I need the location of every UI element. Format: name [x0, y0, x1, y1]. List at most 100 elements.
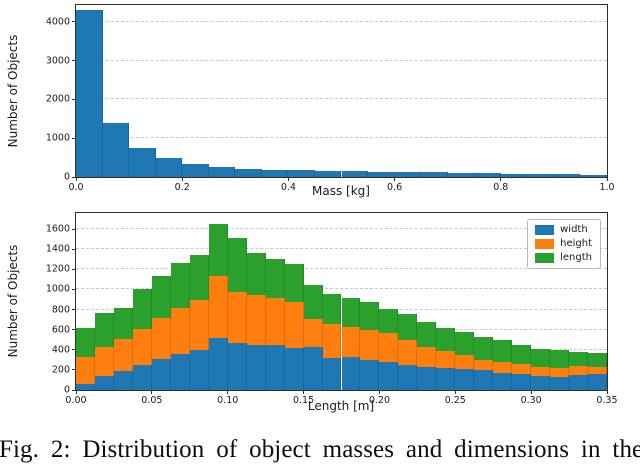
stacked-bar [531, 213, 551, 390]
gridline [76, 137, 607, 139]
bar-segment [379, 308, 399, 334]
bar-segment [94, 375, 114, 390]
bar-segment [436, 368, 456, 390]
x-tick-label: 0.00 [65, 395, 87, 406]
y-tick-mark [72, 349, 76, 351]
y-tick-label: 200 [51, 364, 70, 376]
gridline [76, 20, 607, 22]
y-tick-label: 600 [51, 324, 70, 336]
bar-segment [500, 173, 528, 177]
bar-segment [265, 258, 285, 298]
stacked-bar [493, 213, 513, 390]
x-tick-label: 0.35 [596, 395, 618, 406]
bar-segment [360, 359, 380, 390]
bar-segment [550, 376, 570, 390]
bar-segment [261, 169, 289, 177]
y-tick-mark [72, 268, 76, 270]
bar [341, 5, 369, 177]
bar-segment [341, 356, 361, 390]
bar-segment [512, 364, 532, 375]
legend-swatch-length-icon [535, 253, 555, 263]
bar-segment [531, 366, 551, 377]
stacked-bar [322, 213, 342, 390]
x-tick-label: 0.15 [292, 395, 315, 406]
stacked-bar [550, 213, 570, 390]
y-tick-mark [72, 60, 76, 62]
x-tick-label: 0.25 [444, 395, 466, 406]
bar [368, 5, 395, 177]
y-tick-mark [72, 228, 76, 230]
bar-segment [170, 354, 190, 390]
bar-segment [436, 327, 456, 351]
stacked-bar [284, 213, 304, 390]
x-tick-mark [151, 390, 153, 394]
bar-segment [113, 308, 133, 339]
y-tick-mark [72, 309, 76, 311]
mass-plot-area: 0 1000 2000 3000 4000 0.0 0.2 0.4 0.6 0.8 1.0 [46, 4, 615, 193]
bar [447, 5, 475, 177]
bar-segment [512, 344, 532, 365]
y-tick-label: 800 [51, 304, 70, 316]
y-tick-mark [72, 389, 76, 391]
stacked-bar [417, 213, 437, 390]
x-tick-mark [606, 390, 608, 394]
bar-segment [455, 369, 475, 390]
bar-segment [436, 350, 456, 369]
stacked-bar [265, 213, 285, 390]
bar-segment [569, 351, 589, 367]
bar [76, 5, 103, 177]
stacked-bar [113, 213, 133, 390]
y-tick-label: 0 [63, 384, 70, 396]
y-tick-label: 1600 [45, 223, 70, 235]
bar [580, 5, 607, 177]
bar-segment [341, 297, 361, 328]
stacked-bar [208, 213, 228, 390]
bar [527, 5, 554, 177]
bar-segment [284, 264, 304, 303]
stacked-bar [246, 213, 266, 390]
stacked-bar [76, 213, 95, 390]
dimensions-plot-area: width height length 0 200 400 600 800 1000 120… [46, 212, 618, 406]
bar-segment [379, 362, 399, 390]
bar-segment [265, 297, 285, 346]
x-tick-mark [181, 177, 183, 181]
bar-segment [580, 174, 607, 177]
y-tick-mark [72, 329, 76, 331]
bar-segment [322, 357, 342, 390]
bar-segment [417, 321, 437, 347]
bar-segment [569, 366, 589, 376]
x-tick-label: 1.0 [599, 182, 615, 193]
bar [129, 5, 156, 177]
stacked-bar [94, 213, 114, 390]
stacked-bar [360, 213, 380, 390]
bar-segment [132, 364, 152, 390]
stacked-bar [455, 213, 475, 390]
bar-segment [379, 333, 399, 363]
y-tick-label: 2000 [45, 93, 70, 105]
legend-label-height: height [560, 238, 592, 249]
bar-segment [588, 352, 607, 368]
gridline [76, 248, 607, 250]
stacked-bar [151, 213, 171, 390]
bar-segment [189, 349, 209, 390]
x-tick-label: 0.20 [368, 395, 390, 406]
x-tick-mark [75, 390, 77, 394]
gridline [76, 228, 607, 230]
bar-segment [417, 366, 437, 390]
stacked-bar [132, 213, 152, 390]
bar-segment [550, 368, 570, 377]
bar-segment [76, 356, 95, 384]
bar-segment [288, 170, 315, 177]
bar-segment [474, 370, 494, 390]
x-tick-mark [287, 177, 289, 181]
stacked-bar [227, 213, 247, 390]
stacked-bar [189, 213, 209, 390]
bar-segment [341, 171, 369, 177]
bar-segment [151, 358, 171, 390]
y-tick-mark [72, 176, 76, 178]
bar-segment [550, 350, 570, 369]
y-tick-mark [72, 98, 76, 100]
bar [102, 5, 130, 177]
x-tick-label: 0.30 [520, 395, 542, 406]
bar [421, 5, 448, 177]
